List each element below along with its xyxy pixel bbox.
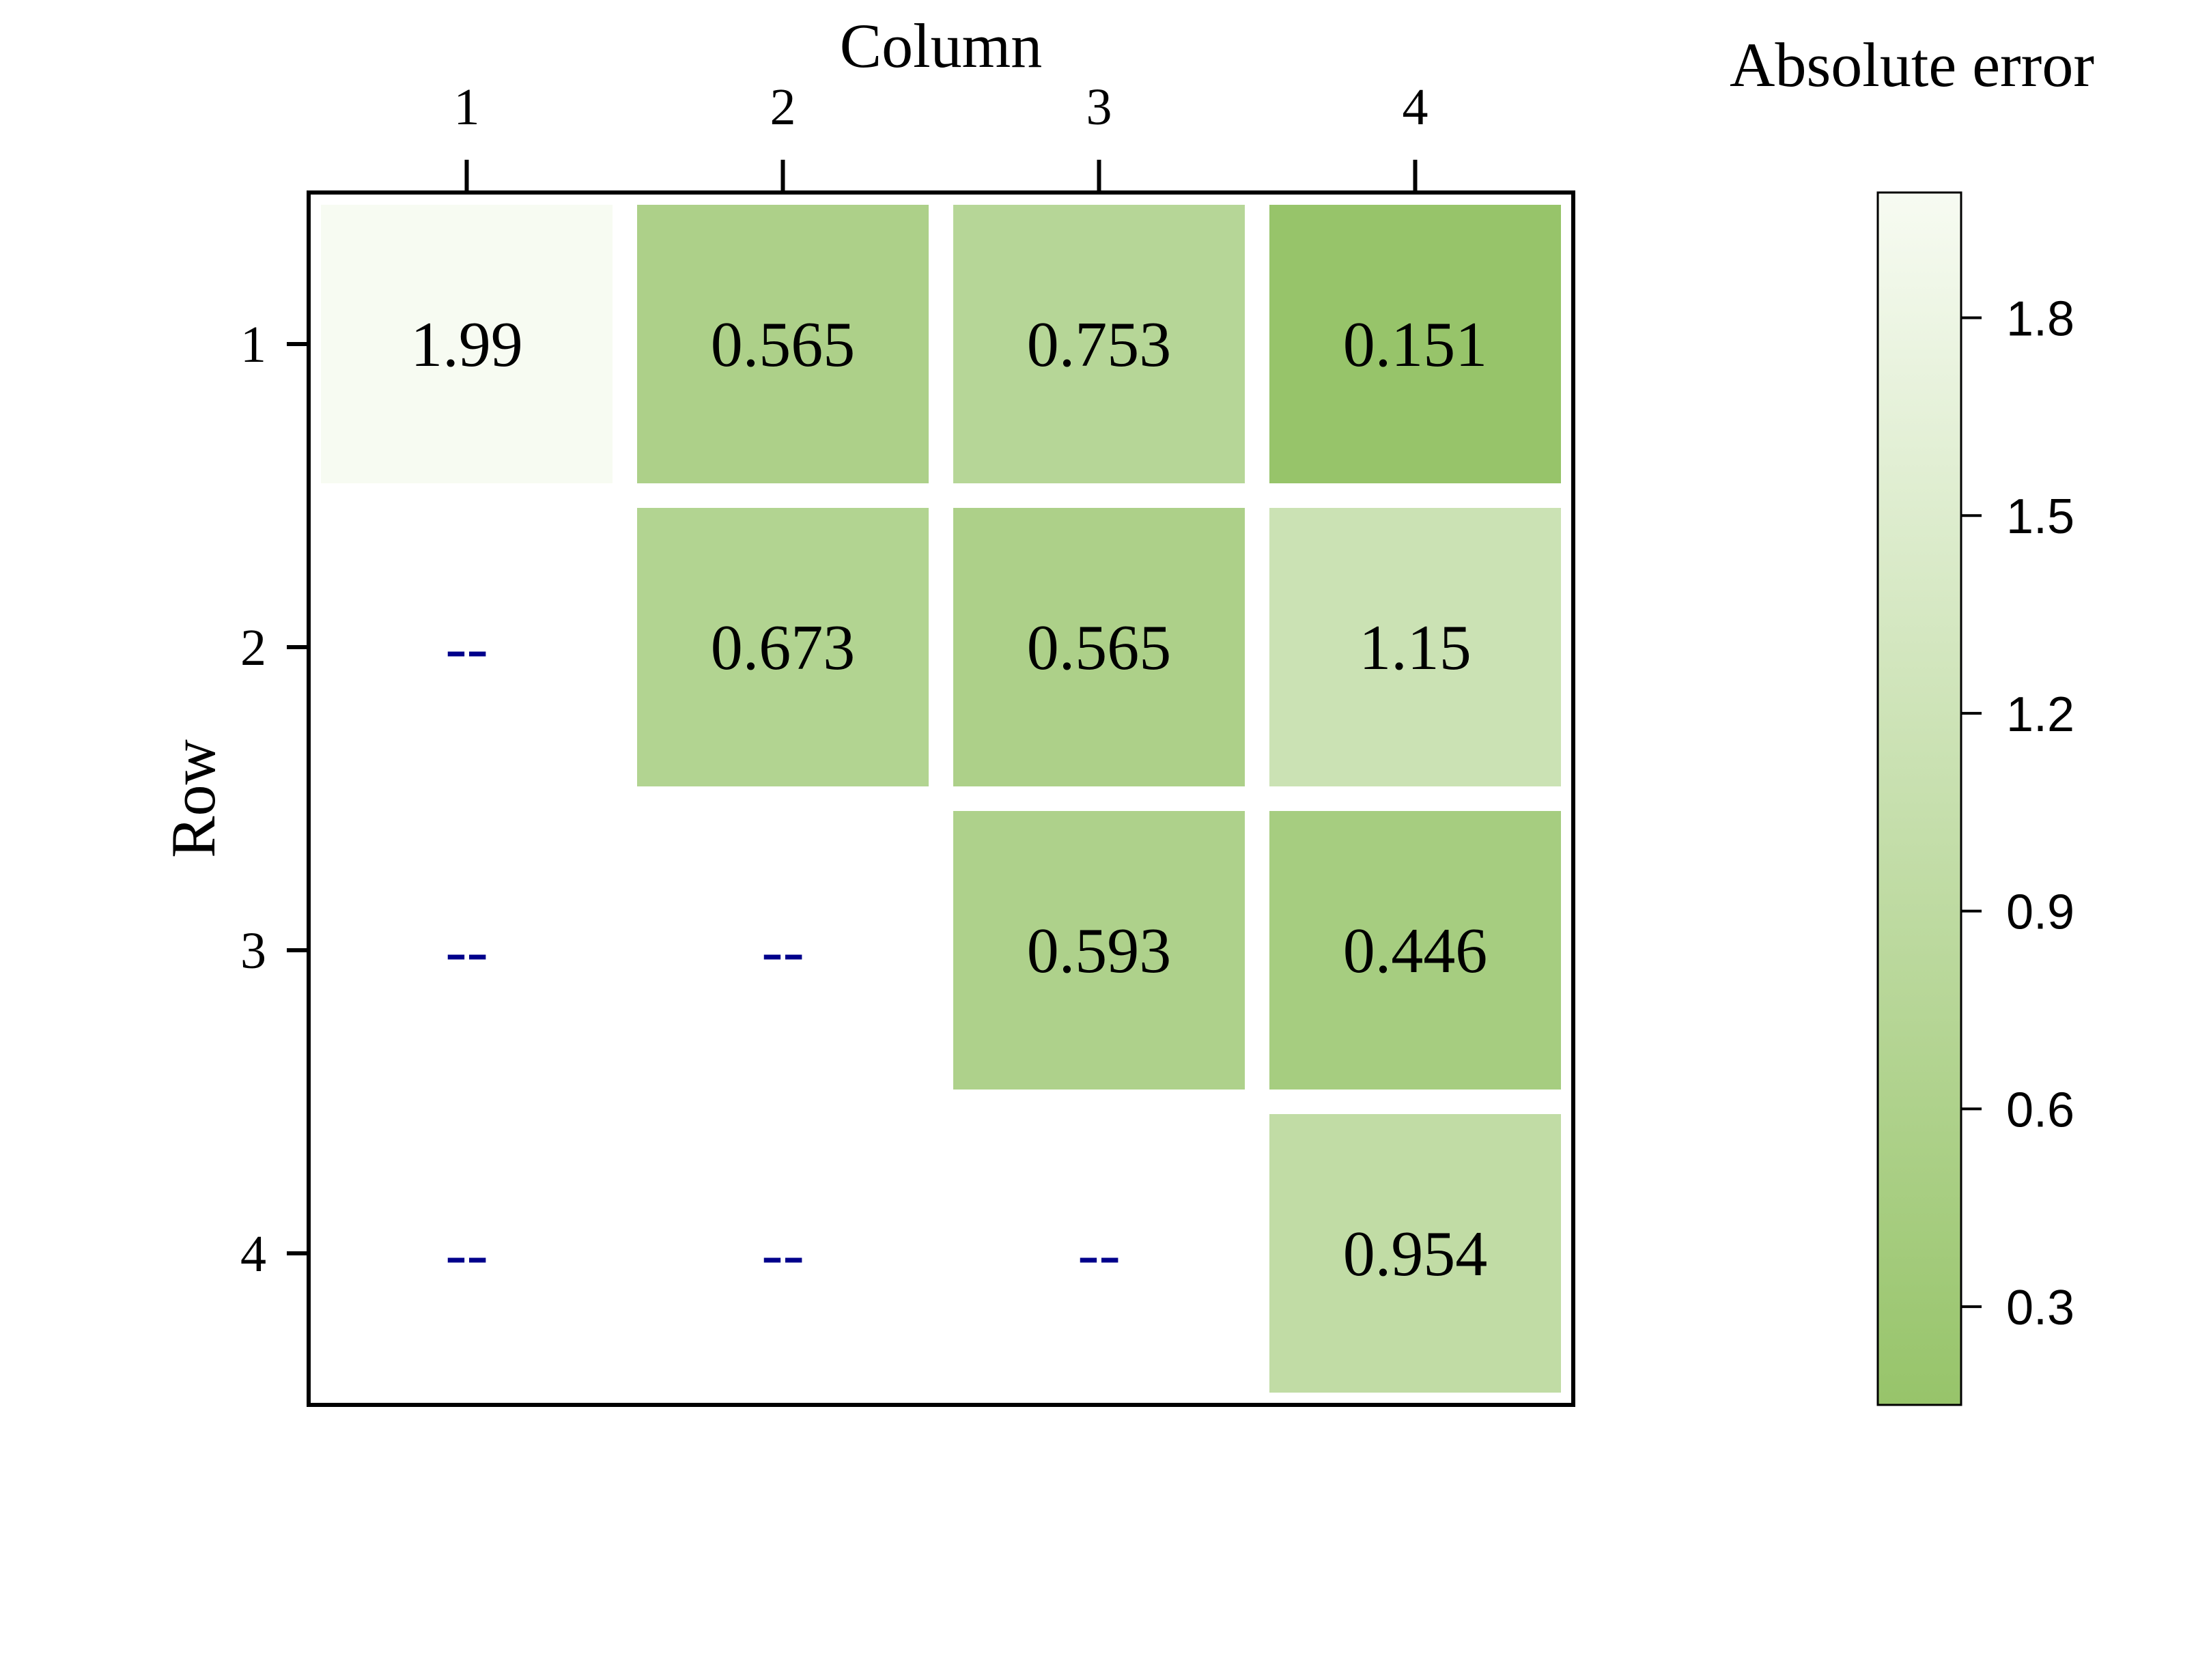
x-tick-label: 4 (1403, 79, 1428, 136)
y-tick-label: 2 (240, 619, 266, 677)
cell-value-label: 0.673 (711, 612, 856, 683)
colorbar-ticks: 0.3 0.6 0.9 1.2 1.5 1.8 (1961, 291, 2074, 1335)
cell-value-label: 1.99 (410, 309, 523, 380)
y-tick-label: 4 (240, 1225, 266, 1283)
x-axis-label: Column (840, 11, 1042, 81)
y-tick-label: 1 (240, 316, 266, 373)
y-tick-label: 3 (240, 922, 266, 980)
heatmap-cell (637, 508, 929, 786)
heatmap-cell (953, 508, 1245, 786)
heatmap-cell (1269, 811, 1561, 1090)
y-axis-label: Row (158, 739, 228, 858)
colorbar-tick-label: 0.6 (2006, 1083, 2074, 1137)
heatmap-cell (953, 811, 1245, 1090)
colorbar-tick-label: 1.5 (2006, 489, 2074, 544)
cell-value-label: 1.15 (1359, 612, 1472, 683)
heatmap-cell (637, 205, 929, 483)
plot-frame (307, 190, 1575, 1407)
cell-value-label: 0.151 (1343, 309, 1488, 380)
cell-value-label: 0.593 (1027, 915, 1172, 986)
colorbar-tick-label: 1.8 (2006, 291, 2074, 346)
heatmap-cells: 1.99 0.565 0.753 0.151 -- 0.673 0.565 1.15 -- -- 0… (321, 205, 1561, 1393)
heatmap-cell (1269, 508, 1561, 786)
cell-value-label: 0.753 (1027, 309, 1172, 380)
heatmap-cell (953, 205, 1245, 483)
x-tick-label: 1 (454, 79, 480, 136)
y-axis: 1 2 3 4 (240, 316, 309, 1283)
colorbar-tick-label: 0.9 (2006, 885, 2074, 940)
colorbar-title: Absolute error (1730, 30, 2094, 100)
heatmap-cell (1269, 205, 1561, 483)
cell-value-label: 0.565 (1027, 612, 1172, 683)
heatmap-cell (1269, 1114, 1561, 1393)
colorbar (1876, 191, 1962, 1406)
cell-value-label: 0.565 (711, 309, 856, 380)
colorbar-tick-label: 0.3 (2006, 1281, 2074, 1335)
cell-missing-label: -- (445, 1219, 488, 1290)
cell-value-label: 0.954 (1343, 1219, 1488, 1290)
cell-missing-label: -- (761, 1219, 804, 1290)
x-tick-label: 2 (770, 79, 796, 136)
cell-missing-label: -- (1078, 1219, 1121, 1290)
cell-missing-label: -- (445, 915, 488, 986)
heatmap-cell (321, 205, 613, 483)
x-axis: 1 2 3 4 (454, 79, 1428, 193)
x-tick-label: 3 (1086, 79, 1112, 136)
cell-missing-label: -- (445, 612, 488, 683)
cell-missing-label: -- (761, 915, 804, 986)
cell-value-label: 0.446 (1343, 915, 1488, 986)
colorbar-tick-label: 1.2 (2006, 687, 2074, 742)
